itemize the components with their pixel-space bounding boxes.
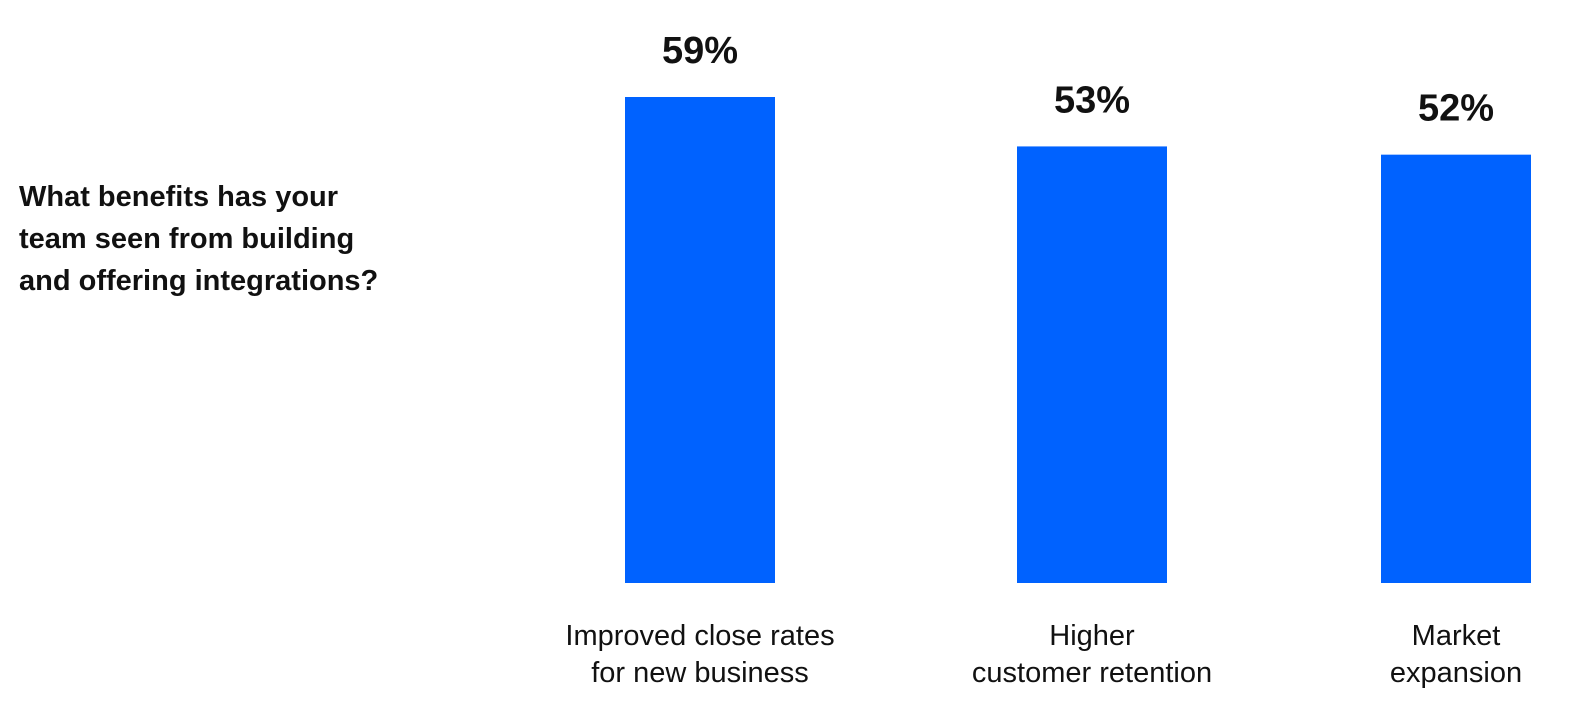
bar-1 [625,97,775,583]
category-label-2-line-2: customer retention [972,657,1212,689]
bar-3 [1381,154,1531,583]
bars-layer [625,97,1531,584]
bar-2 [1017,146,1167,584]
question-line-1: What benefits has your [19,181,339,213]
question-line-3: and offering integrations? [19,265,379,297]
category-label-2-line-1: Higher [1049,620,1135,652]
value-label-3: 52% [1418,88,1494,130]
category-label-1-line-2: for new business [591,657,809,689]
category-label-1-line-1: Improved close rates [565,620,834,652]
value-label-2: 53% [1054,79,1130,121]
labels-layer: 59% Improved close rates for new business 5… [565,30,1522,689]
chart-question: What benefits has your team seen from bu… [19,176,439,302]
category-label-3-line-2: expansion [1390,657,1522,689]
value-label-1: 59% [662,30,738,72]
question-line-2: team seen from building [19,223,355,255]
category-label-3-line-1: Market [1412,620,1501,652]
